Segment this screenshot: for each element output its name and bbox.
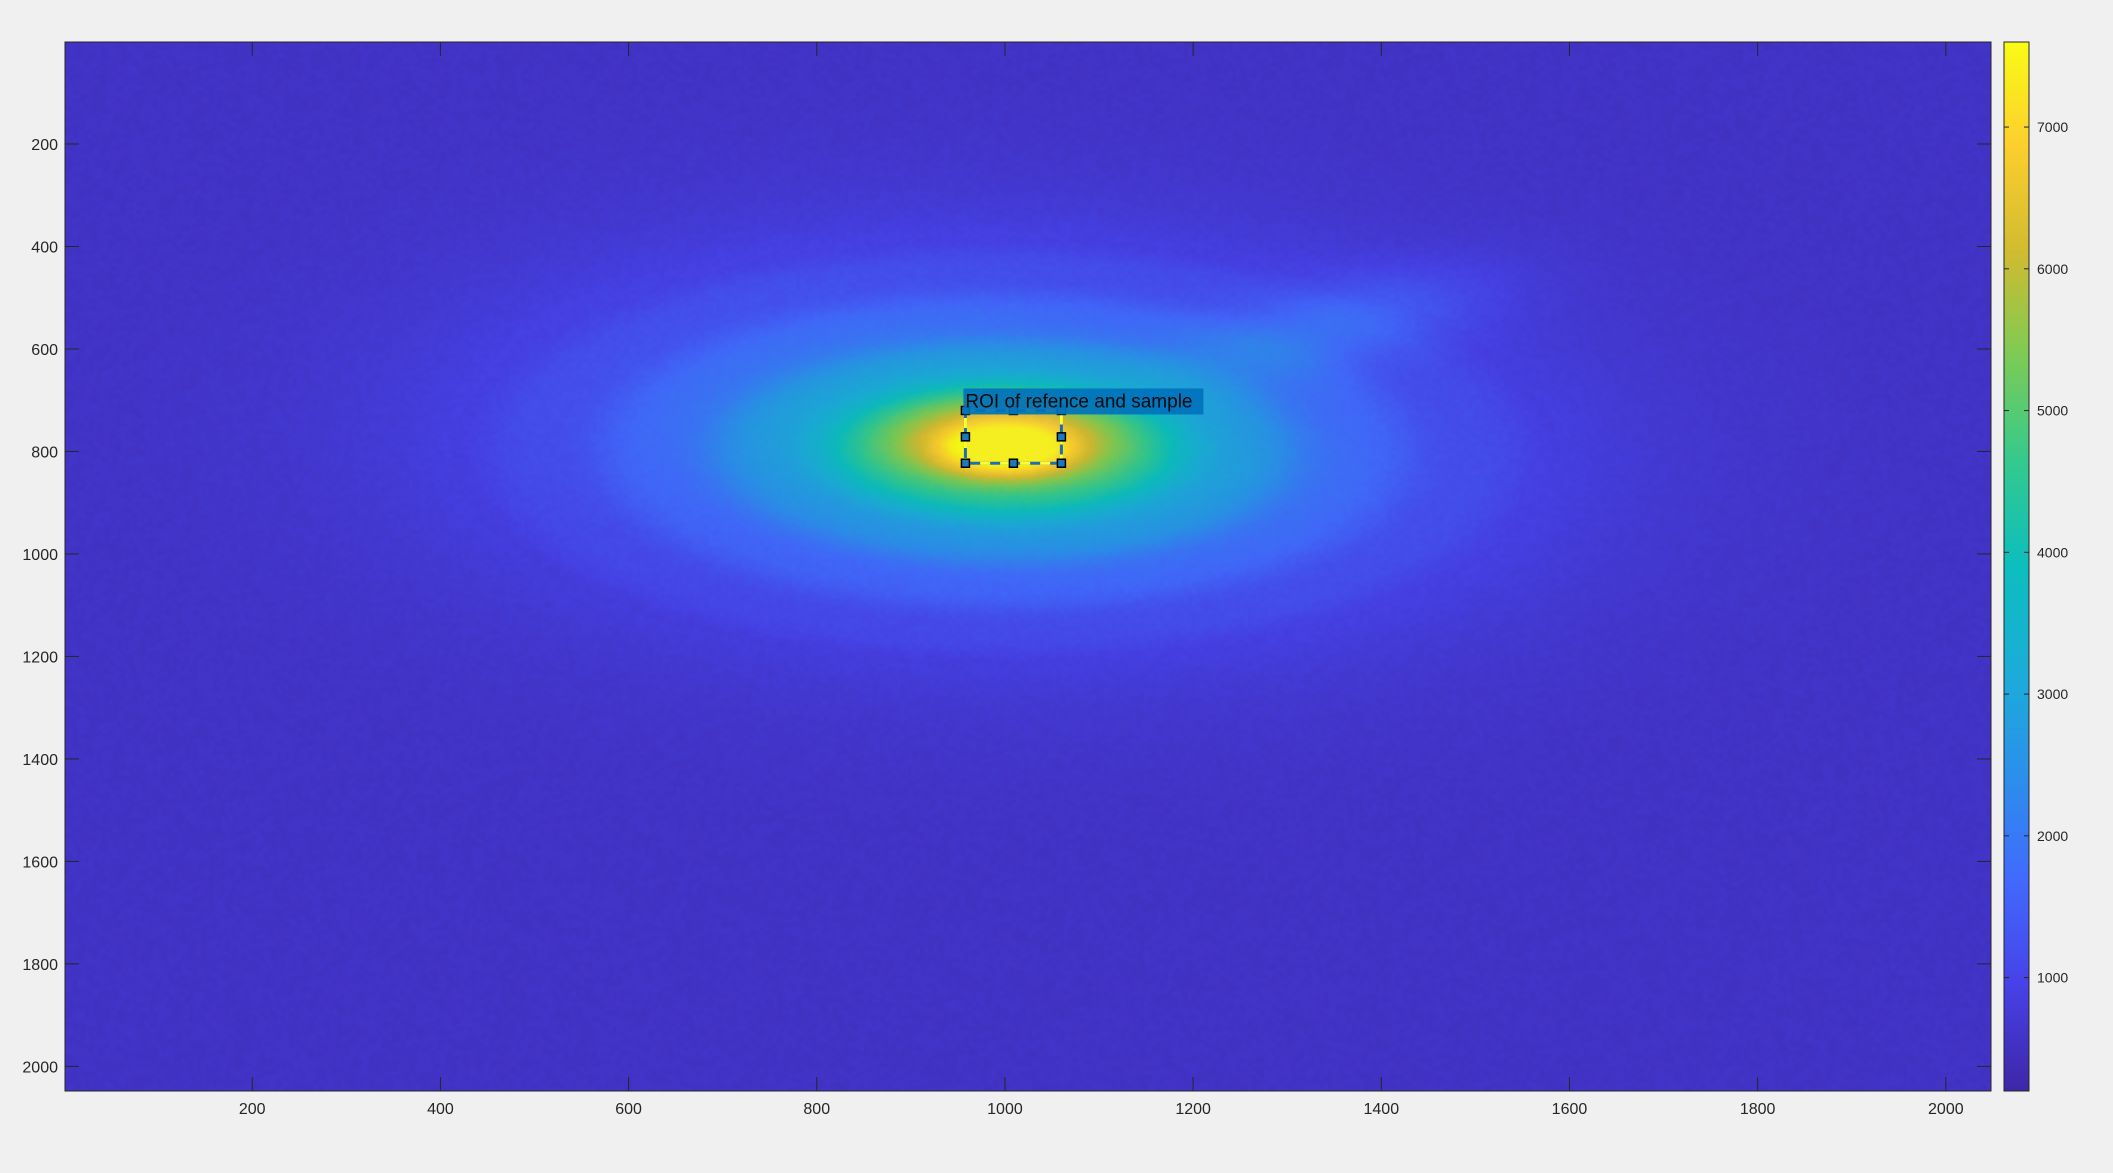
roi-label-background xyxy=(963,388,1204,415)
x-tick-label: 200 xyxy=(239,1101,266,1118)
x-tick-label: 1000 xyxy=(987,1101,1023,1118)
y-tick-label: 1400 xyxy=(22,752,58,769)
y-tick-label: 200 xyxy=(31,137,58,154)
colorbar-tick-label: 7000 xyxy=(2037,119,2068,135)
y-tick-label: 2000 xyxy=(22,1059,58,1076)
x-tick-label: 1400 xyxy=(1364,1101,1400,1118)
colorbar-tick-label: 4000 xyxy=(2037,544,2068,560)
y-tick-label: 1000 xyxy=(22,547,58,564)
axes-frame xyxy=(64,41,1992,1092)
y-tick-label: 1800 xyxy=(22,957,58,974)
y-tick-label: 400 xyxy=(31,239,58,256)
colorbar-tick-label: 3000 xyxy=(2037,686,2068,702)
x-tick-label: 800 xyxy=(803,1101,830,1118)
y-tick-label: 1200 xyxy=(22,649,58,666)
colorbar-tick-label: 6000 xyxy=(2037,261,2068,277)
colorbar-tick-label: 5000 xyxy=(2037,403,2068,419)
roi-resize-handle[interactable] xyxy=(1056,458,1067,468)
x-tick-label: 400 xyxy=(427,1101,454,1118)
colorbar-tick-label: 1000 xyxy=(2037,970,2068,986)
roi-resize-handle[interactable] xyxy=(1056,432,1067,442)
x-tick-label: 600 xyxy=(615,1101,642,1118)
x-tick-label: 2000 xyxy=(1928,1101,1964,1118)
image-noise-overlay xyxy=(65,42,1991,1091)
x-tick-label: 1800 xyxy=(1740,1101,1776,1118)
y-tick-label: 600 xyxy=(31,342,58,359)
roi-resize-handle[interactable] xyxy=(960,432,971,442)
roi-fill xyxy=(965,410,1062,464)
y-tick-label: 800 xyxy=(31,444,58,461)
roi-resize-handle[interactable] xyxy=(1008,458,1019,468)
colorbar xyxy=(2003,41,2030,1092)
roi-rectangle[interactable] xyxy=(960,405,1067,468)
x-tick-label: 1600 xyxy=(1552,1101,1588,1118)
y-tick-label: 1600 xyxy=(22,854,58,871)
roi-label: ROI of refence and sample xyxy=(965,391,1192,412)
roi-resize-handle[interactable] xyxy=(960,458,971,468)
x-tick-label: 1200 xyxy=(1175,1101,1211,1118)
colorbar-tick-label: 2000 xyxy=(2037,828,2068,844)
